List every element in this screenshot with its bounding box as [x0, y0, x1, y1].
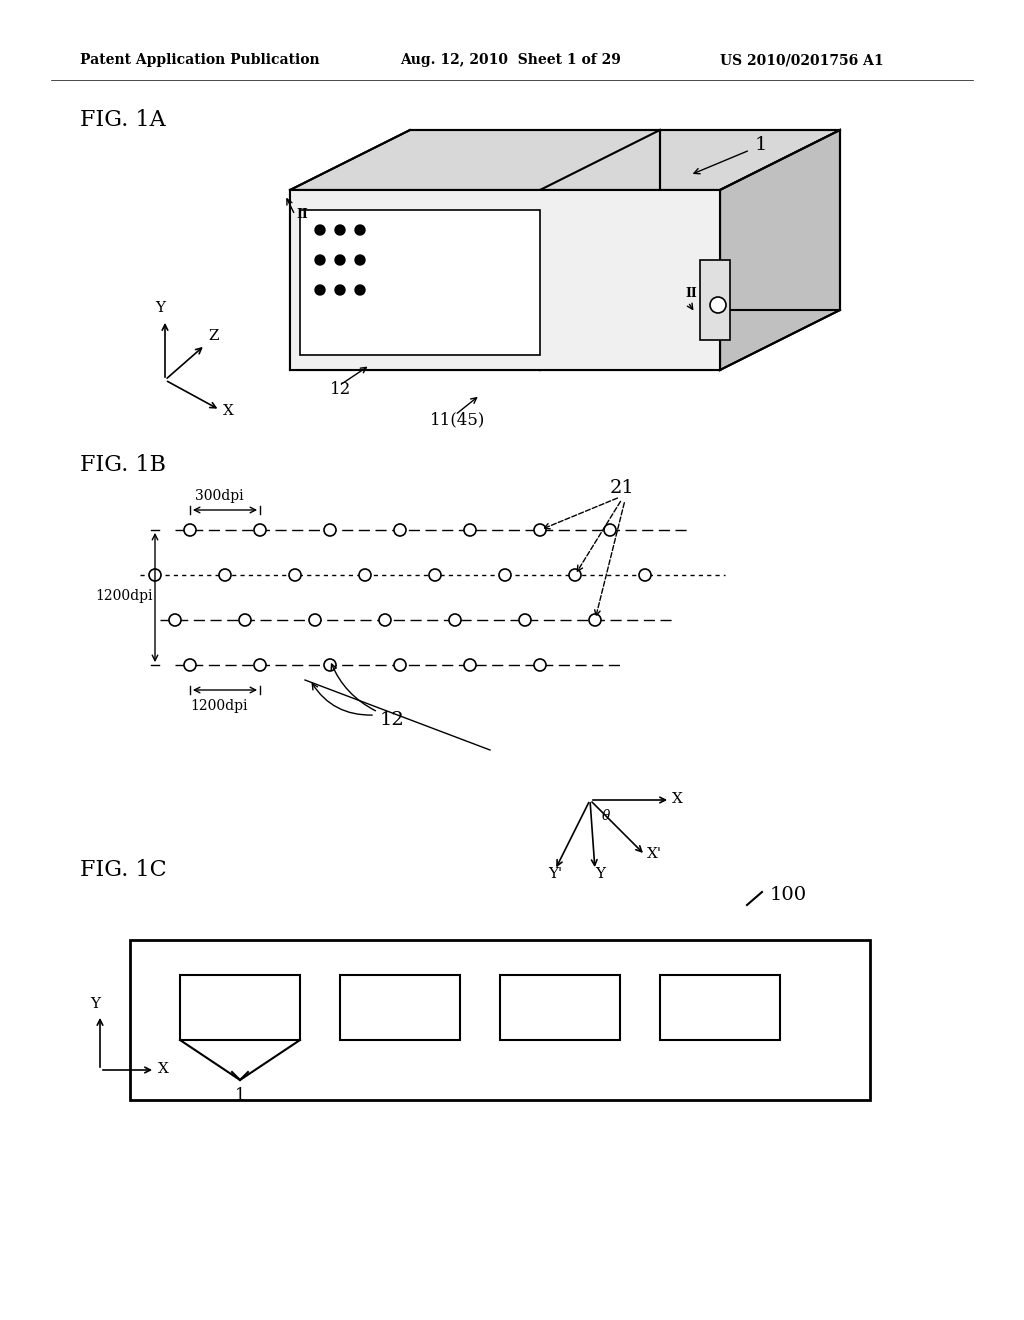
Polygon shape [180, 975, 300, 1040]
Polygon shape [500, 975, 620, 1040]
Circle shape [429, 569, 441, 581]
Text: II: II [685, 286, 696, 300]
Text: 300dpi: 300dpi [195, 488, 244, 503]
Text: θ: θ [602, 809, 610, 822]
Circle shape [254, 659, 266, 671]
Circle shape [335, 255, 345, 265]
Text: X: X [223, 404, 233, 418]
Text: II: II [296, 209, 308, 220]
Text: 21: 21 [610, 479, 635, 498]
Text: 11(45): 11(45) [430, 412, 485, 429]
Polygon shape [700, 260, 730, 341]
Text: Y': Y' [548, 867, 562, 880]
Circle shape [394, 659, 406, 671]
Circle shape [355, 255, 365, 265]
Circle shape [239, 614, 251, 626]
Circle shape [315, 255, 325, 265]
Text: X: X [672, 792, 683, 807]
Circle shape [324, 524, 336, 536]
Circle shape [219, 569, 231, 581]
Circle shape [289, 569, 301, 581]
Circle shape [710, 297, 726, 313]
Text: 1200dpi: 1200dpi [190, 700, 248, 713]
Circle shape [639, 569, 651, 581]
Circle shape [464, 524, 476, 536]
Circle shape [394, 524, 406, 536]
Circle shape [169, 614, 181, 626]
Polygon shape [340, 975, 460, 1040]
Circle shape [315, 224, 325, 235]
Text: FIG. 1A: FIG. 1A [80, 110, 166, 131]
Text: Z: Z [208, 329, 218, 343]
Circle shape [355, 224, 365, 235]
Text: FIG. 1C: FIG. 1C [80, 859, 167, 880]
Text: Aug. 12, 2010  Sheet 1 of 29: Aug. 12, 2010 Sheet 1 of 29 [400, 53, 621, 67]
Circle shape [355, 285, 365, 294]
Polygon shape [720, 129, 840, 370]
Circle shape [184, 524, 196, 536]
Circle shape [254, 524, 266, 536]
Text: 12: 12 [330, 381, 351, 399]
Circle shape [335, 285, 345, 294]
Text: Y: Y [595, 867, 605, 880]
Circle shape [335, 224, 345, 235]
Circle shape [379, 614, 391, 626]
Text: 1200dpi: 1200dpi [95, 589, 153, 603]
Text: Y: Y [155, 301, 165, 315]
Polygon shape [300, 210, 540, 355]
Circle shape [150, 569, 161, 581]
Circle shape [184, 659, 196, 671]
Text: 12: 12 [380, 711, 404, 729]
Circle shape [309, 614, 321, 626]
Text: 1: 1 [755, 136, 767, 154]
Text: 100: 100 [770, 886, 807, 904]
Text: X: X [158, 1063, 169, 1076]
Polygon shape [290, 129, 840, 190]
Text: FIG. 1B: FIG. 1B [80, 454, 166, 477]
Text: Patent Application Publication: Patent Application Publication [80, 53, 319, 67]
Circle shape [519, 614, 531, 626]
Circle shape [604, 524, 616, 536]
Circle shape [324, 659, 336, 671]
Circle shape [569, 569, 581, 581]
Circle shape [534, 524, 546, 536]
Circle shape [359, 569, 371, 581]
Circle shape [589, 614, 601, 626]
Circle shape [315, 285, 325, 294]
Text: Y: Y [90, 997, 100, 1011]
Circle shape [464, 659, 476, 671]
Text: X': X' [647, 847, 662, 861]
Polygon shape [660, 975, 780, 1040]
Text: US 2010/0201756 A1: US 2010/0201756 A1 [720, 53, 884, 67]
Polygon shape [290, 190, 720, 370]
Polygon shape [130, 940, 870, 1100]
Text: 1: 1 [234, 1086, 246, 1104]
Circle shape [499, 569, 511, 581]
Circle shape [449, 614, 461, 626]
Circle shape [534, 659, 546, 671]
